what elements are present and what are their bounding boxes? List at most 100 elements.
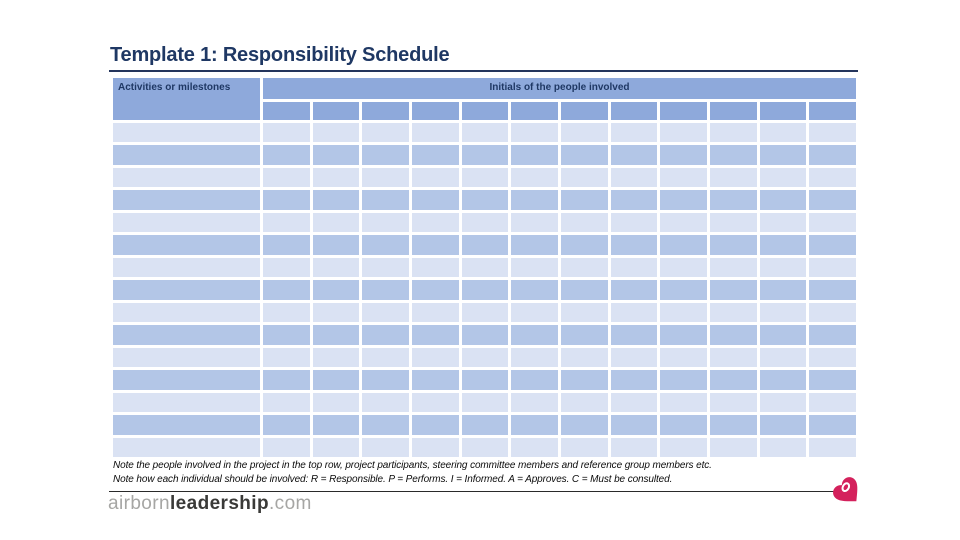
responsibility-cell[interactable]: [610, 347, 658, 368]
responsibility-cell[interactable]: [759, 145, 807, 165]
responsibility-cell[interactable]: [461, 392, 509, 413]
responsibility-cell[interactable]: [759, 392, 807, 413]
activity-cell[interactable]: [113, 325, 260, 345]
responsibility-cell[interactable]: [461, 123, 509, 143]
responsibility-cell[interactable]: [660, 167, 707, 188]
responsibility-cell[interactable]: [610, 190, 658, 210]
activity-cell[interactable]: [113, 257, 260, 278]
responsibility-cell[interactable]: [809, 257, 856, 278]
responsibility-cell[interactable]: [461, 280, 509, 300]
responsibility-cell[interactable]: [461, 212, 509, 233]
responsibility-cell[interactable]: [809, 280, 856, 300]
responsibility-cell[interactable]: [412, 302, 459, 323]
responsibility-cell[interactable]: [362, 302, 409, 323]
responsibility-cell[interactable]: [312, 302, 360, 323]
responsibility-cell[interactable]: [263, 257, 310, 278]
activity-cell[interactable]: [113, 190, 260, 210]
responsibility-cell[interactable]: [412, 325, 459, 345]
activity-cell[interactable]: [113, 280, 260, 300]
responsibility-cell[interactable]: [511, 235, 558, 255]
person-initials-cell[interactable]: [263, 102, 310, 120]
responsibility-cell[interactable]: [511, 415, 558, 435]
responsibility-cell[interactable]: [312, 347, 360, 368]
responsibility-cell[interactable]: [412, 415, 459, 435]
activity-cell[interactable]: [113, 347, 260, 368]
responsibility-cell[interactable]: [759, 280, 807, 300]
activity-cell[interactable]: [113, 167, 260, 188]
responsibility-cell[interactable]: [362, 392, 409, 413]
responsibility-cell[interactable]: [412, 212, 459, 233]
responsibility-cell[interactable]: [461, 167, 509, 188]
responsibility-cell[interactable]: [809, 347, 856, 368]
responsibility-cell[interactable]: [362, 415, 409, 435]
activity-cell[interactable]: [113, 415, 260, 435]
responsibility-cell[interactable]: [561, 347, 608, 368]
responsibility-cell[interactable]: [511, 190, 558, 210]
responsibility-cell[interactable]: [312, 370, 360, 390]
responsibility-cell[interactable]: [511, 302, 558, 323]
responsibility-cell[interactable]: [263, 437, 310, 457]
responsibility-cell[interactable]: [263, 302, 310, 323]
responsibility-cell[interactable]: [263, 415, 310, 435]
responsibility-cell[interactable]: [263, 212, 310, 233]
responsibility-cell[interactable]: [263, 347, 310, 368]
responsibility-cell[interactable]: [610, 280, 658, 300]
responsibility-cell[interactable]: [660, 347, 707, 368]
responsibility-cell[interactable]: [561, 212, 608, 233]
person-initials-cell[interactable]: [759, 102, 807, 120]
responsibility-cell[interactable]: [312, 437, 360, 457]
responsibility-cell[interactable]: [263, 123, 310, 143]
responsibility-cell[interactable]: [412, 167, 459, 188]
responsibility-cell[interactable]: [312, 280, 360, 300]
responsibility-cell[interactable]: [759, 257, 807, 278]
responsibility-cell[interactable]: [561, 302, 608, 323]
responsibility-cell[interactable]: [759, 437, 807, 457]
responsibility-cell[interactable]: [362, 280, 409, 300]
activity-cell[interactable]: [113, 302, 260, 323]
responsibility-cell[interactable]: [610, 392, 658, 413]
responsibility-cell[interactable]: [710, 347, 757, 368]
responsibility-cell[interactable]: [362, 235, 409, 255]
responsibility-cell[interactable]: [660, 123, 707, 143]
responsibility-cell[interactable]: [710, 257, 757, 278]
responsibility-cell[interactable]: [461, 437, 509, 457]
responsibility-cell[interactable]: [610, 370, 658, 390]
responsibility-cell[interactable]: [809, 415, 856, 435]
responsibility-cell[interactable]: [263, 235, 310, 255]
responsibility-cell[interactable]: [263, 167, 310, 188]
responsibility-cell[interactable]: [362, 437, 409, 457]
responsibility-cell[interactable]: [461, 235, 509, 255]
responsibility-cell[interactable]: [561, 280, 608, 300]
responsibility-cell[interactable]: [362, 167, 409, 188]
responsibility-cell[interactable]: [759, 212, 807, 233]
responsibility-cell[interactable]: [461, 190, 509, 210]
responsibility-cell[interactable]: [561, 257, 608, 278]
responsibility-cell[interactable]: [710, 302, 757, 323]
responsibility-cell[interactable]: [362, 347, 409, 368]
responsibility-cell[interactable]: [461, 370, 509, 390]
responsibility-cell[interactable]: [511, 280, 558, 300]
responsibility-cell[interactable]: [561, 167, 608, 188]
responsibility-cell[interactable]: [362, 212, 409, 233]
responsibility-cell[interactable]: [561, 437, 608, 457]
activity-cell[interactable]: [113, 212, 260, 233]
responsibility-cell[interactable]: [461, 145, 509, 165]
responsibility-cell[interactable]: [511, 212, 558, 233]
responsibility-cell[interactable]: [461, 347, 509, 368]
responsibility-cell[interactable]: [710, 392, 757, 413]
responsibility-cell[interactable]: [710, 212, 757, 233]
responsibility-cell[interactable]: [660, 370, 707, 390]
responsibility-cell[interactable]: [412, 370, 459, 390]
responsibility-cell[interactable]: [511, 347, 558, 368]
responsibility-cell[interactable]: [809, 145, 856, 165]
responsibility-cell[interactable]: [660, 212, 707, 233]
activity-cell[interactable]: [113, 370, 260, 390]
activity-cell[interactable]: [113, 437, 260, 457]
responsibility-cell[interactable]: [610, 415, 658, 435]
responsibility-cell[interactable]: [561, 392, 608, 413]
responsibility-cell[interactable]: [412, 437, 459, 457]
responsibility-cell[interactable]: [610, 167, 658, 188]
responsibility-cell[interactable]: [312, 325, 360, 345]
responsibility-cell[interactable]: [511, 167, 558, 188]
responsibility-cell[interactable]: [759, 302, 807, 323]
